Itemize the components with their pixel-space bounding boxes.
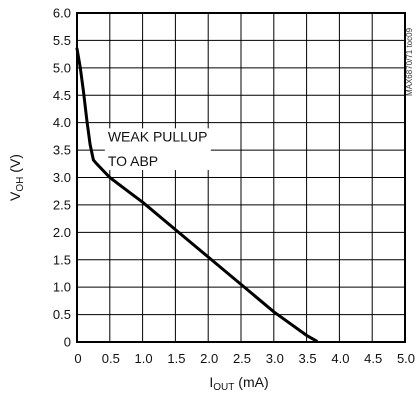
annotation-line-2: TO ABP (108, 153, 158, 169)
y-tick-label-9: 4.5 (53, 88, 71, 103)
x-tick-label-2: 1.0 (135, 351, 153, 366)
y-axis-label-sub: OH (15, 177, 26, 192)
x-tick-label-6: 3.0 (266, 351, 284, 366)
x-tick-label-0: 0 (74, 351, 81, 366)
x-tick-label-4: 2.0 (200, 351, 218, 366)
x-tick-label-5: 2.5 (233, 351, 251, 366)
plot-frame (76, 12, 406, 343)
x-tick-label-10: 5.0 (397, 351, 415, 366)
x-axis-label-main: I (209, 374, 213, 390)
x-tick-label-1: 0.5 (102, 351, 120, 366)
y-tick-label-2: 1.0 (53, 280, 71, 295)
y-tick-labels: 0 0.5 1.0 1.5 2.0 2.5 3.0 3.5 4.0 4.5 5.0 5.5 6.0 (53, 6, 71, 350)
y-tick-label-8: 4.0 (53, 115, 71, 130)
y-axis-label-rest: (V) (7, 154, 23, 177)
x-tick-label-8: 4.0 (331, 351, 349, 366)
y-tick-label-11: 5.5 (53, 33, 71, 48)
x-axis-label-rest: (mA) (234, 374, 268, 390)
x-tick-label-3: 1.5 (167, 351, 185, 366)
y-tick-label-1: 0.5 (53, 307, 71, 322)
y-axis-label: VOH (V) (7, 154, 26, 201)
x-tick-labels: 0 0.5 1.0 1.5 2.0 2.5 3.0 3.5 4.0 4.5 5.0 (74, 351, 415, 366)
x-axis-label-sub: OUT (213, 382, 234, 393)
x-tick-label-9: 4.5 (364, 351, 382, 366)
y-axis-label-main: V (7, 191, 23, 201)
y-tick-label-0: 0 (64, 335, 71, 350)
y-tick-label-4: 2.0 (53, 225, 71, 240)
annotation-background (104, 128, 211, 171)
y-tick-label-5: 2.5 (53, 197, 71, 212)
y-tick-label-6: 3.0 (53, 170, 71, 185)
x-tick-label-7: 3.5 (299, 351, 317, 366)
series-line (75, 47, 318, 343)
y-tick-label-12: 6.0 (53, 6, 71, 21)
y-tick-label-3: 1.5 (53, 252, 71, 267)
y-tick-label-10: 5.0 (53, 60, 71, 75)
x-axis-label: IOUT (mA) (209, 374, 268, 393)
y-tick-label-7: 3.5 (53, 143, 71, 158)
figure-id-label: MAX6870/71 toc09 (405, 27, 414, 96)
grid (76, 12, 406, 343)
annotation-line-1: WEAK PULLUP (108, 128, 208, 144)
